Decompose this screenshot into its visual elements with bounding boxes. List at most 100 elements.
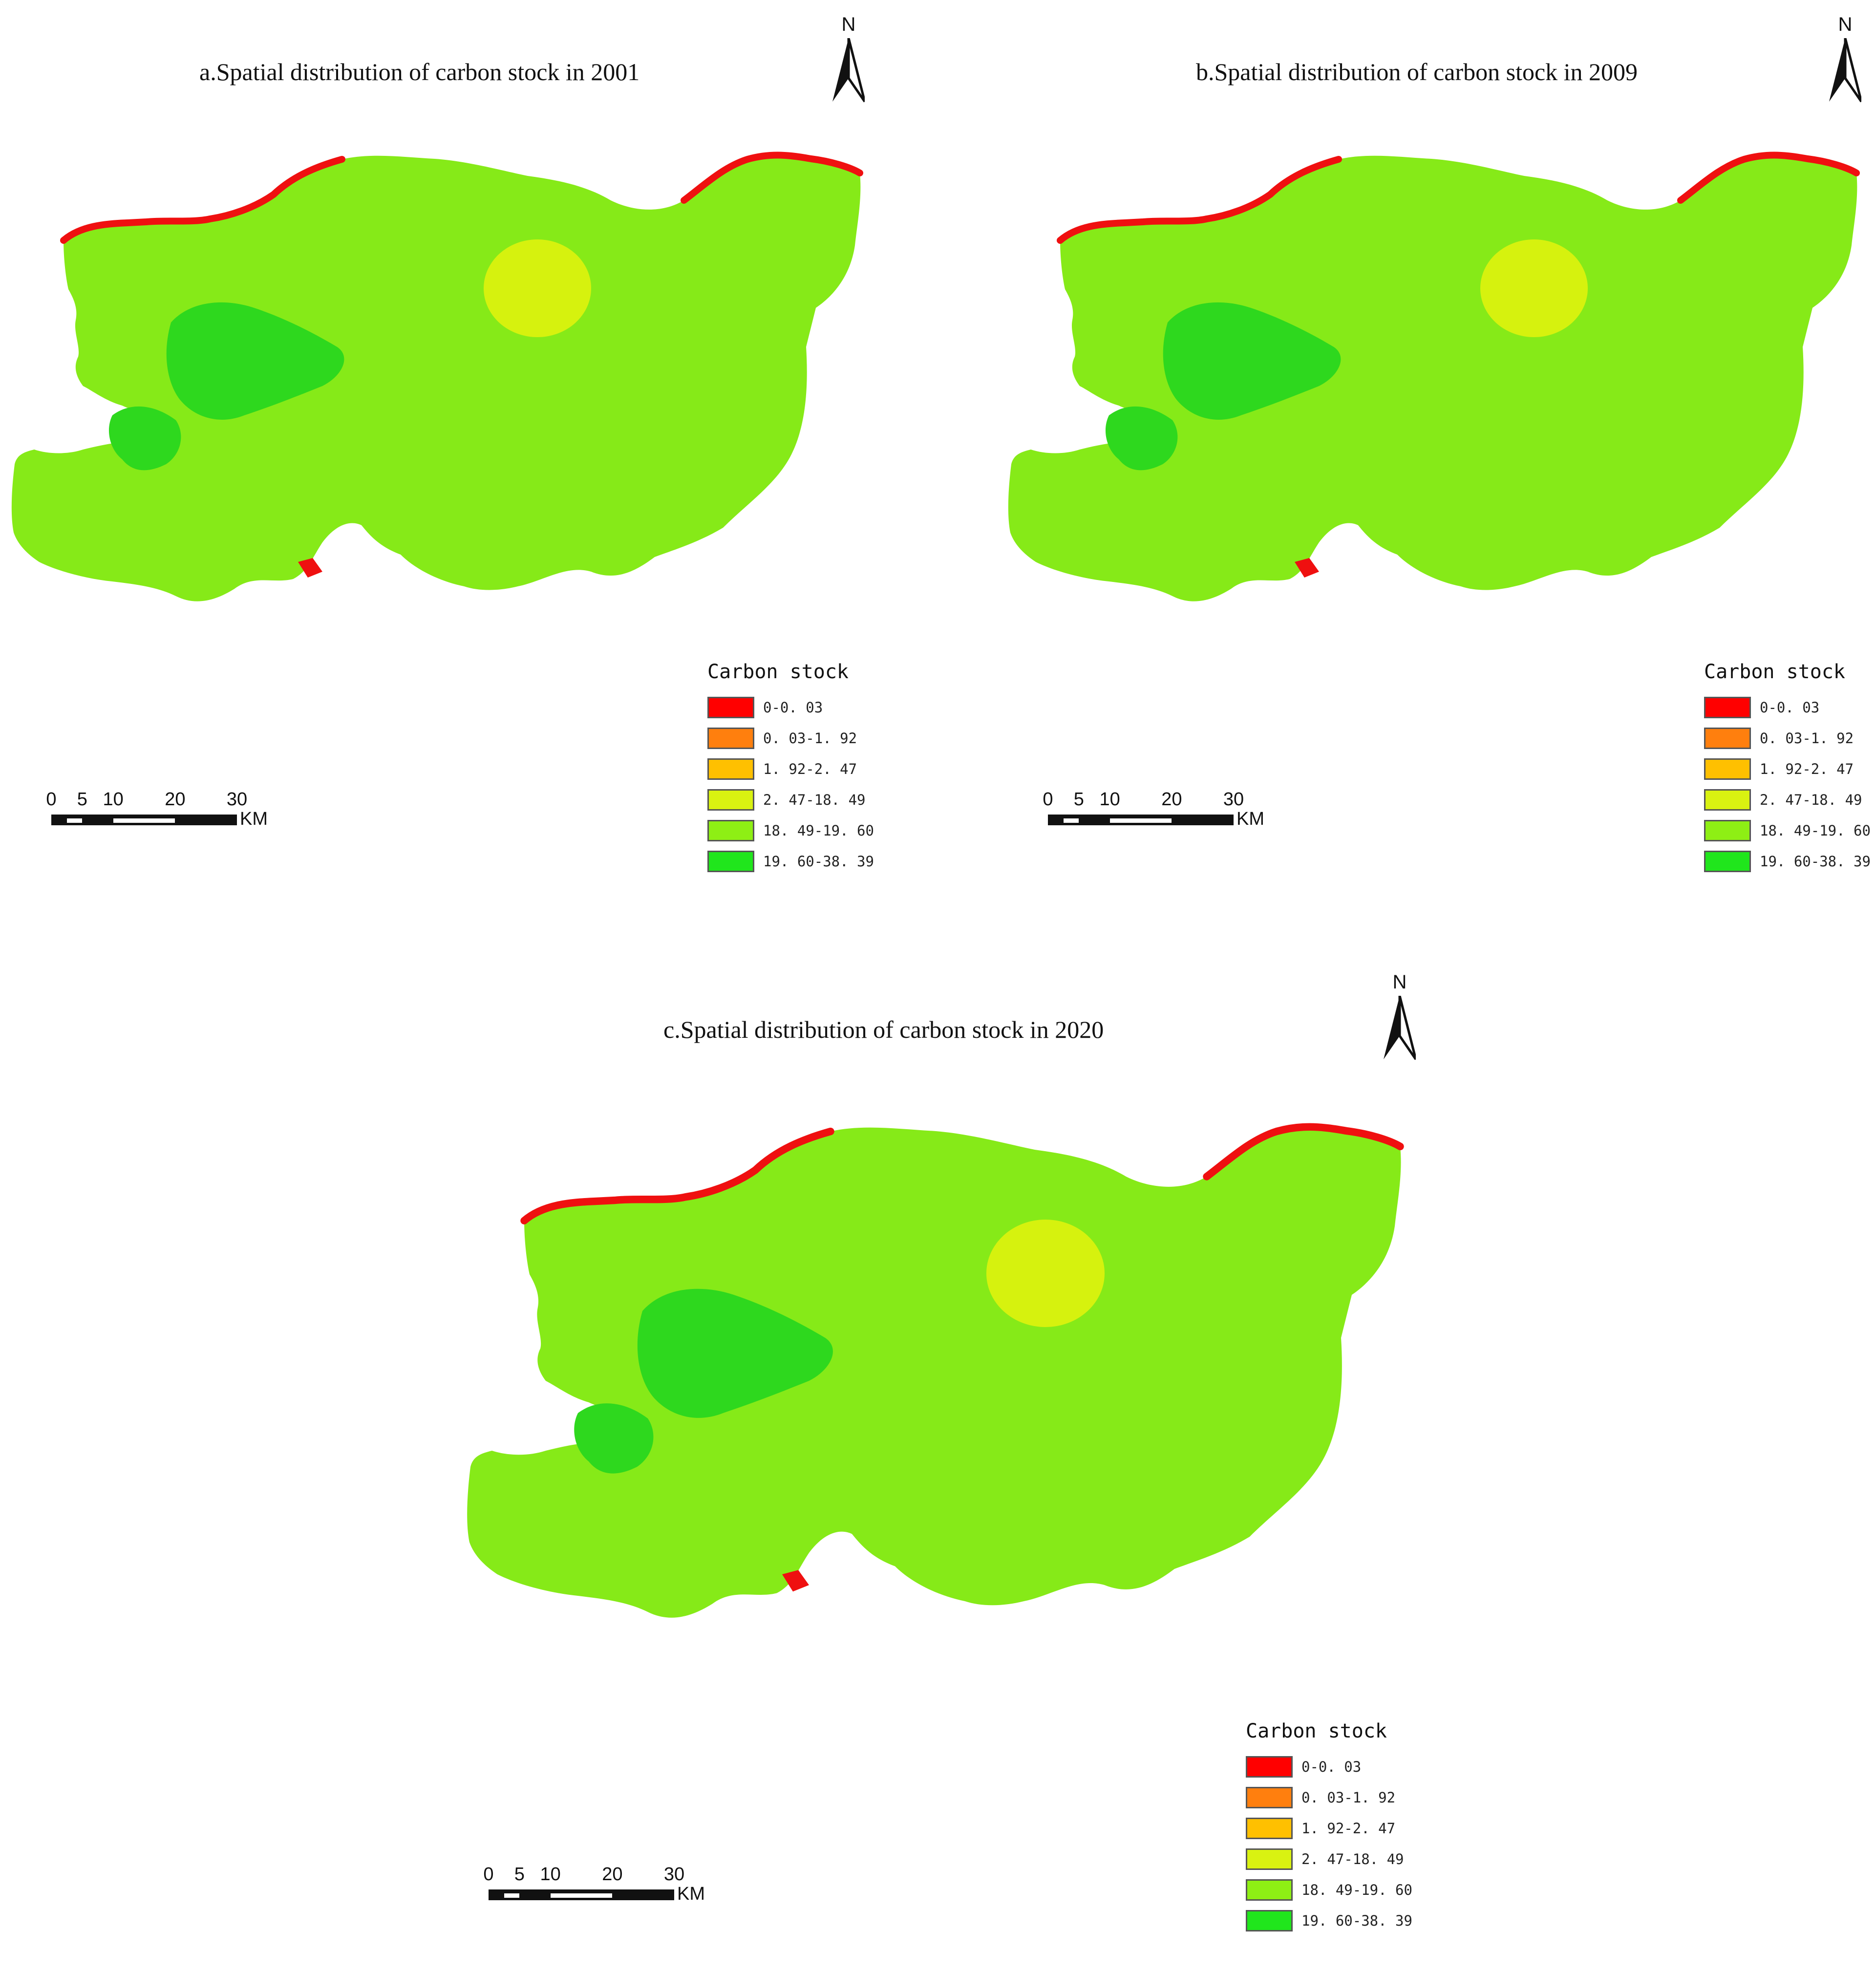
scale-tick-label: 5	[1073, 789, 1084, 810]
legend-label: 19. 60-38. 39	[1301, 1912, 1412, 1929]
scale-bar: 0 5 10 20 30 KM	[1043, 789, 1302, 833]
legend-label: 0. 03-1. 92	[1301, 1789, 1396, 1806]
legend-item: 0-0. 03	[707, 692, 874, 723]
north-arrow-icon	[1384, 996, 1416, 1060]
legend-label: 1. 92-2. 47	[763, 760, 857, 777]
forest-high-carbon-zone	[166, 302, 344, 420]
legend-item: 0. 03-1. 92	[1246, 1782, 1412, 1813]
carbon-stock-map	[11, 151, 863, 601]
map-legend: Carbon stock 0-0. 03 0. 03-1. 92 1. 92-2. …	[1246, 1720, 1412, 1936]
yellow-river-low-carbon	[520, 1127, 834, 1224]
legend-swatch	[1246, 1879, 1293, 1901]
legend-label: 0-0. 03	[1760, 699, 1820, 716]
scale-tick-label: 20	[602, 1864, 623, 1885]
legend-label: 2. 47-18. 49	[1301, 1850, 1404, 1867]
study-area	[11, 151, 863, 601]
north-label: N	[1838, 14, 1853, 35]
legend-swatch	[707, 727, 754, 749]
legend-label: 18. 49-19. 60	[1301, 1881, 1412, 1898]
scale-bar-segment	[113, 818, 175, 823]
forest-high-carbon-zone	[1163, 302, 1341, 420]
north-arrow-icon	[1829, 38, 1861, 103]
yellow-river-low-carbon	[1057, 156, 1342, 244]
legend-label: 18. 49-19. 60	[1760, 822, 1871, 839]
legend-item: 1. 92-2. 47	[1704, 753, 1871, 784]
legend-rows: 0-0. 03 0. 03-1. 92 1. 92-2. 47 2. 47-18. 4…	[707, 692, 874, 877]
legend-rows: 0-0. 03 0. 03-1. 92 1. 92-2. 47 2. 47-18. 4…	[1704, 692, 1871, 877]
legend-title: Carbon stock	[1704, 661, 1845, 683]
forest-high-carbon-zone	[637, 1288, 833, 1418]
river-east-low-carbon	[681, 151, 863, 204]
urban-low-carbon-zone	[484, 239, 591, 337]
north-arrow-icon	[832, 38, 865, 103]
scale-tick-label: 10	[540, 1864, 561, 1885]
legend-swatch	[1704, 850, 1751, 872]
scale-unit: KM	[1236, 809, 1264, 829]
reservoir-low-carbon	[1295, 558, 1319, 578]
legend-item: 0-0. 03	[1704, 692, 1871, 723]
carbon-stock-map	[1008, 151, 1860, 601]
north-arrow: N	[831, 14, 866, 103]
legend-label: 0-0. 03	[1301, 1758, 1362, 1775]
legend-label: 0. 03-1. 92	[763, 730, 857, 747]
legend-item: 2. 47-18. 49	[1246, 1844, 1412, 1874]
reservoir-low-carbon	[298, 558, 322, 578]
study-area	[467, 1123, 1404, 1618]
scale-tick-label: 30	[1223, 789, 1244, 810]
legend-swatch	[1246, 1786, 1293, 1808]
legend-swatch	[1704, 758, 1751, 780]
scale-tick-label: 0	[483, 1864, 494, 1885]
north-arrow: N	[1828, 14, 1862, 103]
legend-label: 0-0. 03	[763, 699, 823, 716]
reservoir-low-carbon	[782, 1570, 809, 1592]
scale-bar-line	[1048, 815, 1234, 825]
legend-title: Carbon stock	[1246, 1720, 1387, 1742]
scale-bar-line	[51, 815, 237, 825]
urban-low-carbon-zone	[986, 1220, 1105, 1327]
map-panel-2020: c.Spatial distribution of carbon stock i…	[454, 958, 1431, 1974]
scale-bar-segment	[66, 818, 83, 823]
scale-bar-line	[489, 1889, 674, 1900]
scale-bar-segment	[1063, 818, 1079, 823]
scale-tick-label: 0	[1043, 789, 1053, 810]
legend-label: 1. 92-2. 47	[1301, 1820, 1396, 1837]
scale-tick-label: 10	[103, 789, 124, 810]
legend-item: 18. 49-19. 60	[1704, 815, 1871, 846]
legend-swatch	[1246, 1848, 1293, 1870]
scale-tick-label: 20	[1161, 789, 1182, 810]
legend-item: 18. 49-19. 60	[1246, 1874, 1412, 1905]
legend-rows: 0-0. 03 0. 03-1. 92 1. 92-2. 47 2. 47-18. 4…	[1246, 1751, 1412, 1936]
legend-item: 2. 47-18. 49	[1704, 784, 1871, 815]
scale-unit: KM	[677, 1884, 705, 1904]
scale-tick-label: 30	[663, 1864, 685, 1885]
scale-tick-label: 30	[226, 789, 248, 810]
study-area-land	[11, 155, 861, 601]
forest-high-carbon-zone-south	[108, 406, 181, 471]
legend-swatch	[1246, 1756, 1293, 1778]
legend-swatch	[1704, 819, 1751, 841]
scale-unit: KM	[240, 809, 268, 829]
map-legend: Carbon stock 0-0. 03 0. 03-1. 92 1. 92-2. …	[1704, 661, 1871, 877]
legend-item: 1. 92-2. 47	[1246, 1813, 1412, 1844]
river-east-low-carbon	[1677, 151, 1860, 204]
scale-tick-label: 5	[77, 789, 87, 810]
yellow-river-low-carbon	[60, 156, 345, 244]
scale-bar: 0 5 10 20 30 KM	[483, 1864, 743, 1908]
north-label: N	[841, 14, 856, 35]
scale-bar-segment	[1109, 818, 1172, 823]
map-title: a.Spatial distribution of carbon stock i…	[199, 58, 640, 86]
carbon-stock-map	[467, 1123, 1404, 1618]
legend-label: 2. 47-18. 49	[763, 791, 866, 808]
scale-tick-label: 10	[1099, 789, 1120, 810]
urban-low-carbon-zone	[1480, 239, 1588, 337]
legend-item: 19. 60-38. 39	[1704, 846, 1871, 877]
map-title: b.Spatial distribution of carbon stock i…	[1196, 58, 1638, 86]
forest-high-carbon-zone-south	[1105, 406, 1178, 471]
legend-item: 0. 03-1. 92	[1704, 723, 1871, 753]
legend-item: 1. 92-2. 47	[707, 753, 874, 784]
scale-bar-segment	[504, 1893, 520, 1898]
legend-swatch	[707, 696, 754, 718]
legend-swatch	[707, 819, 754, 841]
legend-item: 0-0. 03	[1246, 1751, 1412, 1782]
scale-bar: 0 5 10 20 30 KM	[46, 789, 305, 833]
